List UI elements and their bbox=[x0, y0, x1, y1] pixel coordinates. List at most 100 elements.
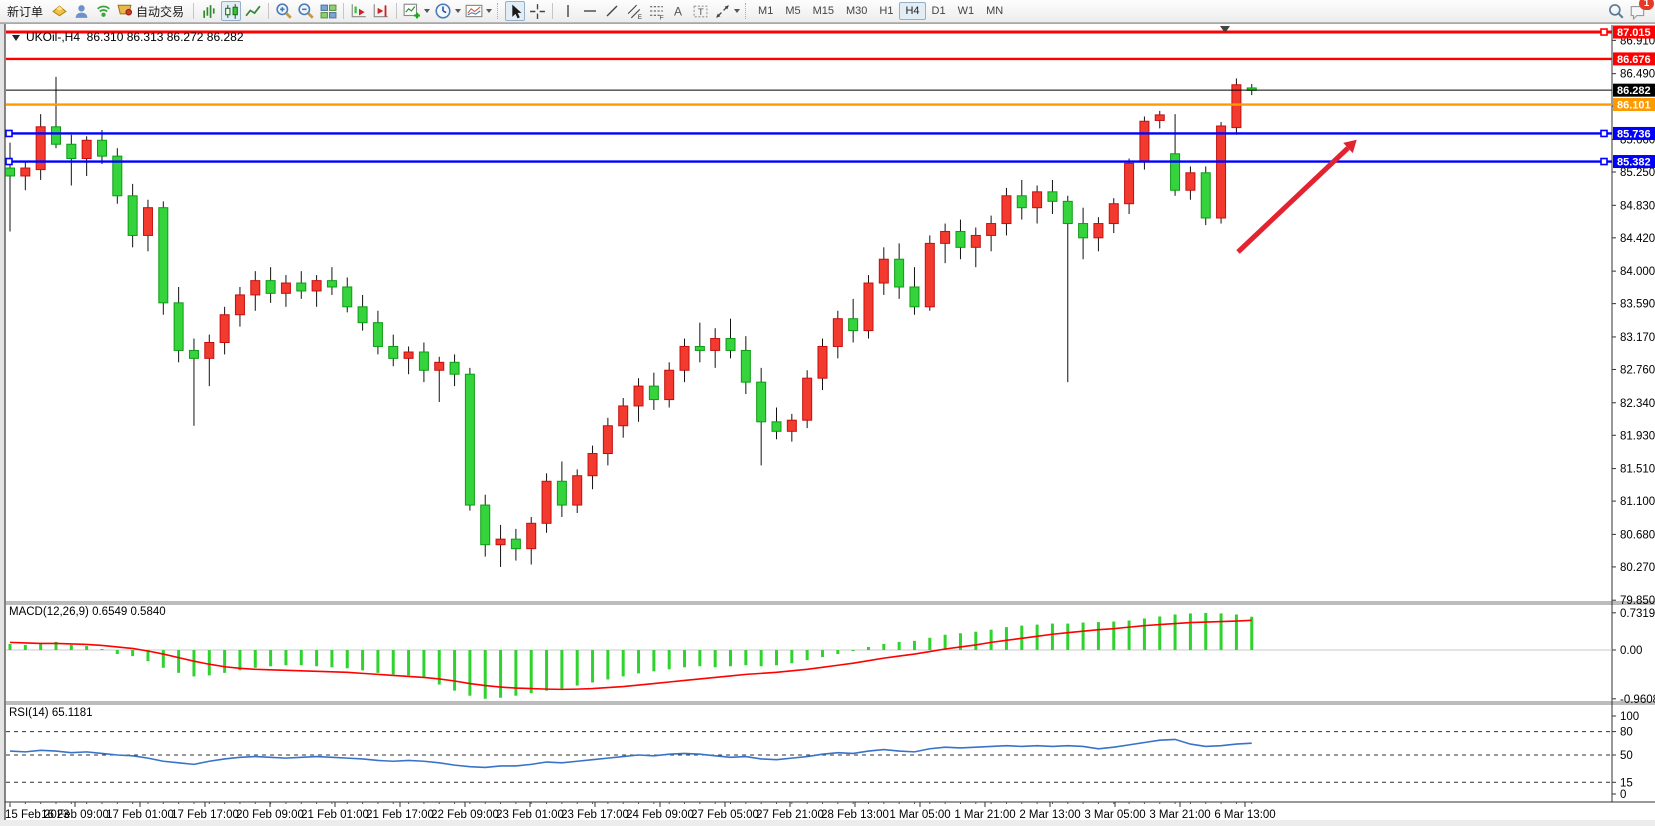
timeframe-button-D1[interactable]: D1 bbox=[931, 5, 946, 17]
candle bbox=[342, 286, 353, 308]
price-tick-label: 84.000 bbox=[1620, 266, 1655, 278]
candle bbox=[648, 385, 659, 401]
candle bbox=[771, 421, 782, 432]
trendline-button[interactable] bbox=[602, 1, 622, 21]
periods-dropdown-caret[interactable] bbox=[455, 9, 462, 13]
line-handle[interactable] bbox=[5, 129, 13, 138]
time-tick-label: 27 Feb 05:00 bbox=[691, 809, 759, 821]
time-tick-label: 16 Feb 09:00 bbox=[41, 809, 109, 821]
candle bbox=[96, 139, 107, 157]
time-tick-label: 2 Mar 13:00 bbox=[1019, 809, 1080, 821]
price-level-box-label: 85.736 bbox=[1617, 128, 1651, 140]
candle bbox=[894, 258, 905, 288]
candle bbox=[541, 480, 552, 524]
timeframe-button-MN[interactable]: MN bbox=[986, 5, 1004, 17]
candle bbox=[326, 280, 337, 288]
template-button[interactable] bbox=[464, 1, 484, 21]
candle bbox=[955, 230, 966, 248]
candle bbox=[1216, 125, 1227, 219]
arrow-annotation-head[interactable] bbox=[1343, 139, 1357, 154]
price-tick-label: 84.830 bbox=[1620, 200, 1655, 212]
timeframe-button-M30[interactable]: M30 bbox=[846, 5, 868, 17]
vertical-line-button[interactable] bbox=[558, 1, 578, 21]
line-handle[interactable] bbox=[1600, 28, 1608, 36]
chart-bars-button[interactable] bbox=[199, 1, 219, 21]
toolbar-separator bbox=[343, 3, 345, 19]
auto-scroll-button[interactable] bbox=[349, 1, 369, 21]
rsi-tick-label: 15 bbox=[1620, 777, 1633, 789]
chart-shift-marker[interactable] bbox=[1220, 26, 1230, 33]
new-chart-dropdown-caret[interactable] bbox=[424, 9, 431, 13]
time-tick-label: 23 Feb 17:00 bbox=[561, 809, 629, 821]
candle bbox=[1093, 223, 1104, 239]
line-handle[interactable] bbox=[5, 157, 13, 166]
text-button[interactable]: A bbox=[668, 1, 688, 21]
text-label-button[interactable]: T bbox=[690, 1, 710, 21]
toolbar-separator bbox=[552, 3, 554, 19]
rsi-line bbox=[9, 738, 1252, 769]
signals-icon[interactable] bbox=[93, 1, 113, 21]
chart-line-button[interactable] bbox=[243, 1, 263, 21]
candle bbox=[449, 361, 460, 375]
window-menu-icon[interactable] bbox=[12, 35, 20, 41]
macd-tick-label: 0.00 bbox=[1620, 645, 1642, 657]
new-order-button[interactable]: 新订单 bbox=[3, 1, 47, 21]
timeframe-button-M1[interactable]: M1 bbox=[758, 5, 774, 17]
price-level-box-label: 86.282 bbox=[1617, 85, 1651, 97]
channel-button[interactable]: E bbox=[624, 1, 644, 21]
timeframe-button-M5[interactable]: M5 bbox=[785, 5, 801, 17]
price-tick-label: 79.850 bbox=[1620, 595, 1655, 607]
line-handle[interactable] bbox=[1600, 157, 1608, 166]
chart-shift-button[interactable] bbox=[371, 1, 391, 21]
notifications-icon[interactable]: 1 bbox=[1628, 0, 1654, 21]
time-tick-label: 21 Feb 17:00 bbox=[366, 809, 434, 821]
candle bbox=[357, 306, 368, 324]
time-tick-label: 1 Mar 21:00 bbox=[954, 809, 1015, 821]
tile-windows-button[interactable] bbox=[318, 1, 338, 21]
candle bbox=[188, 349, 199, 359]
template-dropdown-caret[interactable] bbox=[486, 9, 493, 13]
price-level-box bbox=[1613, 155, 1655, 169]
time-tick-label: 21 Feb 01:00 bbox=[301, 809, 369, 821]
price-tick-label: 81.930 bbox=[1620, 430, 1655, 442]
timeframe-button-H4[interactable]: H4 bbox=[899, 2, 926, 20]
price-level-box bbox=[1613, 25, 1655, 39]
zoom-in-button[interactable] bbox=[274, 1, 294, 21]
chart-candles-button[interactable] bbox=[221, 1, 242, 21]
svg-text:T: T bbox=[697, 7, 703, 18]
autotrade-button[interactable]: 自动交易 bbox=[115, 1, 188, 21]
price-level-box bbox=[1613, 52, 1655, 66]
candle bbox=[710, 338, 721, 351]
toolbar-right-tools: 1 bbox=[1605, 0, 1654, 21]
candle bbox=[1200, 172, 1211, 219]
community-icon[interactable] bbox=[71, 1, 91, 21]
arrows-button[interactable] bbox=[712, 1, 732, 21]
new-order-label: 新订单 bbox=[7, 4, 44, 19]
price-level-box-label: 86.101 bbox=[1617, 100, 1651, 112]
search-icon[interactable] bbox=[1606, 1, 1626, 21]
arrows-dropdown-caret[interactable] bbox=[734, 9, 741, 13]
line-handle[interactable] bbox=[1600, 129, 1608, 138]
timeframe-button-W1[interactable]: W1 bbox=[957, 5, 975, 17]
candle bbox=[1108, 203, 1119, 225]
time-tick-label: 24 Feb 09:00 bbox=[626, 809, 694, 821]
timeframe-button-H1[interactable]: H1 bbox=[879, 5, 894, 17]
candle bbox=[940, 230, 951, 244]
time-tick-label: 17 Feb 01:00 bbox=[106, 809, 174, 821]
gold-ingot-icon[interactable] bbox=[49, 1, 69, 21]
crosshair-button[interactable] bbox=[527, 1, 547, 21]
new-chart-button[interactable] bbox=[402, 1, 422, 21]
window-bottom-strip bbox=[0, 820, 1655, 826]
fibonacci-button[interactable]: F bbox=[646, 1, 666, 21]
price-level-box bbox=[1613, 126, 1655, 140]
periods-clock-button[interactable] bbox=[433, 1, 453, 21]
zoom-out-button[interactable] bbox=[296, 1, 316, 21]
arrow-annotation[interactable] bbox=[1236, 146, 1350, 254]
candle bbox=[434, 361, 445, 371]
candle bbox=[832, 318, 843, 347]
timeframe-button-M15[interactable]: M15 bbox=[812, 5, 834, 17]
notifications-badge: 1 bbox=[1639, 0, 1654, 10]
horizontal-line-button[interactable] bbox=[580, 1, 600, 21]
cursor-button[interactable] bbox=[505, 1, 526, 21]
